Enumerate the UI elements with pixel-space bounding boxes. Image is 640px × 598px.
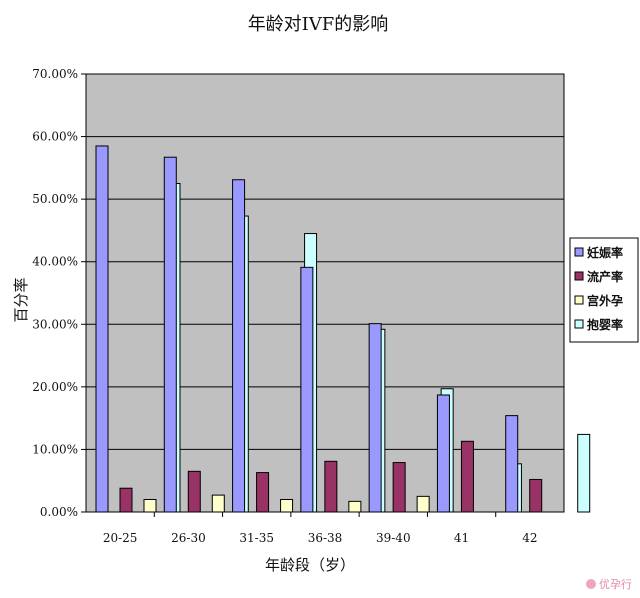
y-axis-label: 百分率: [12, 277, 30, 322]
bars: [95, 145, 591, 513]
legend-label: 流产率: [587, 269, 623, 284]
watermark-logo-icon: [586, 579, 596, 589]
x-tick-label: 42: [522, 531, 537, 545]
bar-流产率-41: [460, 440, 474, 513]
x-tick-label: 20-25: [103, 531, 138, 545]
x-axis-ticks: 20-25 26-30 31-35 36-38 39-40 41 42: [103, 512, 537, 545]
bar-宫外孕-39-40: [416, 495, 430, 513]
bar-流产率-26-30: [187, 470, 201, 513]
bar-宫外孕-20-25: [143, 498, 157, 513]
bar-妊娠率-42: [505, 415, 519, 513]
x-tick-label: 31-35: [239, 531, 274, 545]
bar-抱婴率-42: [577, 433, 591, 513]
y-tick-label: 50.00%: [32, 192, 78, 206]
y-tick-label: 70.00%: [32, 67, 78, 81]
bar-妊娠率-26-30: [163, 156, 177, 513]
y-tick-label: 60.00%: [32, 130, 78, 144]
bar-妊娠率-31-35: [232, 179, 246, 513]
bar-流产率-31-35: [256, 472, 270, 513]
legend-label: 妊娠率: [587, 245, 623, 260]
plot-area: [85, 73, 565, 513]
x-tick-label: 39-40: [376, 531, 411, 545]
y-tick-label: 40.00%: [32, 255, 78, 269]
legend-label: 宫外孕: [587, 293, 623, 308]
bar-宫外孕-26-30: [211, 494, 225, 513]
bar-妊娠率-41: [436, 394, 450, 513]
bar-妊娠率-36-38: [300, 266, 314, 513]
bar-流产率-36-38: [324, 460, 338, 513]
x-tick-label: 41: [454, 531, 469, 545]
x-tick-label: 26-30: [171, 531, 206, 545]
legend-swatch: [574, 319, 584, 329]
legend-swatch: [574, 271, 584, 281]
bar-妊娠率-20-25: [95, 145, 109, 513]
x-tick-label: 36-38: [308, 531, 343, 545]
y-tick-label: 20.00%: [32, 380, 78, 394]
legend-swatch: [574, 247, 584, 257]
y-axis-ticks: 0.00% 10.00% 20.00% 30.00% 40.00% 50.00% 60.00…: [32, 67, 86, 519]
y-tick-label: 0.00%: [40, 505, 78, 519]
bar-宫外孕-31-35: [280, 498, 294, 513]
y-tick-label: 30.00%: [32, 317, 78, 331]
legend-label: 抱婴率: [587, 317, 623, 332]
watermark: 优孕行: [586, 576, 632, 592]
legend-swatch: [574, 295, 584, 305]
y-tick-label: 10.00%: [32, 442, 78, 456]
watermark-text: 优孕行: [599, 578, 632, 591]
bar-妊娠率-39-40: [368, 323, 382, 513]
bar-流产率-42: [529, 478, 543, 513]
x-axis-label: 年龄段（岁）: [265, 556, 355, 574]
bar-流产率-20-25: [119, 487, 133, 513]
chart-title: 年龄对IVF的影响: [248, 14, 389, 35]
bar-宫外孕-36-38: [348, 500, 362, 513]
bar-流产率-39-40: [392, 462, 406, 513]
